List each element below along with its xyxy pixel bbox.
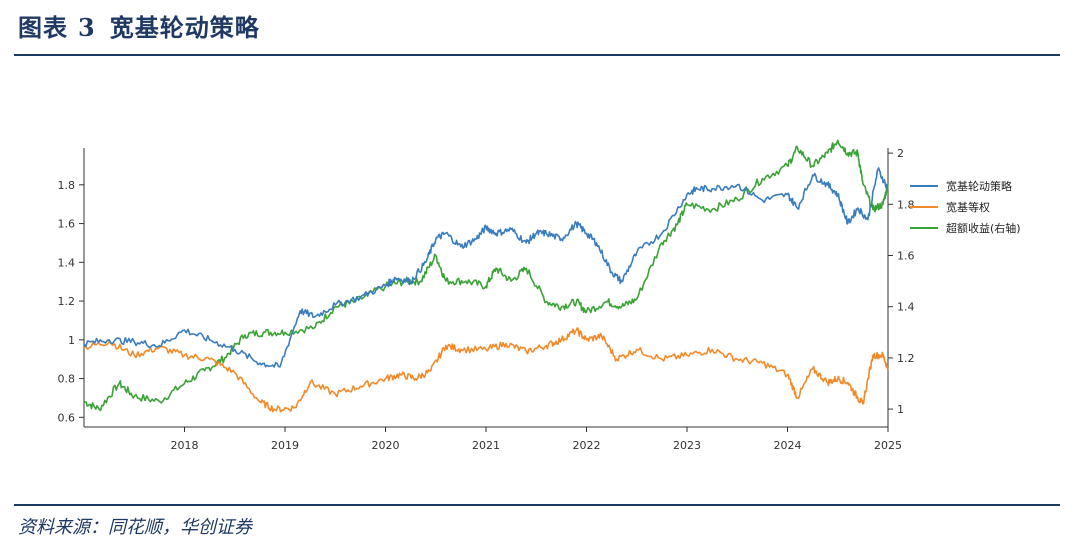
left-y-tick-label: 1 bbox=[68, 334, 75, 347]
x-tick-label: 2024 bbox=[774, 439, 802, 452]
right-y-tick-label: 2 bbox=[897, 147, 904, 160]
source-divider bbox=[14, 504, 1060, 506]
right-y-tick-label: 1.4 bbox=[897, 301, 915, 314]
left-y-tick-label: 1.8 bbox=[58, 179, 76, 192]
chart-svg: 2018 2019 2020 2021 2022 2023 2024 2025 0.6 0.8 1 1… bbox=[58, 139, 1021, 452]
figure-title-text: 宽基轮动策略 bbox=[109, 13, 260, 42]
right-y-tick-label: 1 bbox=[897, 403, 904, 416]
x-tick-label: 2019 bbox=[271, 439, 299, 452]
x-tick-label: 2020 bbox=[372, 439, 400, 452]
right-y-tick-label: 1.8 bbox=[897, 198, 915, 211]
figure-label: 图表 bbox=[18, 13, 68, 42]
left-y-tick-label: 0.8 bbox=[58, 373, 76, 386]
left-y-tick-label: 1.6 bbox=[58, 218, 76, 231]
x-tick-label: 2022 bbox=[573, 439, 601, 452]
x-tick-label: 2023 bbox=[673, 439, 701, 452]
legend-label: 宽基等权 bbox=[946, 200, 990, 214]
title-divider bbox=[14, 54, 1060, 56]
source-note: 资料来源：同花顺，华创证券 bbox=[18, 517, 252, 538]
x-tick-label: 2021 bbox=[472, 439, 500, 452]
legend-label: 超额收益(右轴) bbox=[946, 221, 1021, 235]
legend-label: 宽基轮动策略 bbox=[946, 179, 1012, 193]
figure-title: 图表 3 宽基轮动策略 bbox=[18, 8, 260, 43]
equal-weight-series-line bbox=[83, 327, 889, 413]
x-tick-label: 2025 bbox=[874, 439, 902, 452]
left-y-tick-label: 1.2 bbox=[58, 295, 76, 308]
strategy-series-line bbox=[83, 167, 889, 368]
x-tick-label: 2018 bbox=[171, 439, 199, 452]
excess-return-series-line bbox=[83, 139, 889, 412]
figure-number: 3 bbox=[78, 13, 96, 42]
right-y-tick-label: 1.6 bbox=[897, 250, 915, 263]
left-y-tick-label: 0.6 bbox=[58, 411, 76, 424]
left-y-tick-label: 1.4 bbox=[58, 256, 76, 269]
right-y-tick-label: 1.2 bbox=[897, 352, 915, 365]
